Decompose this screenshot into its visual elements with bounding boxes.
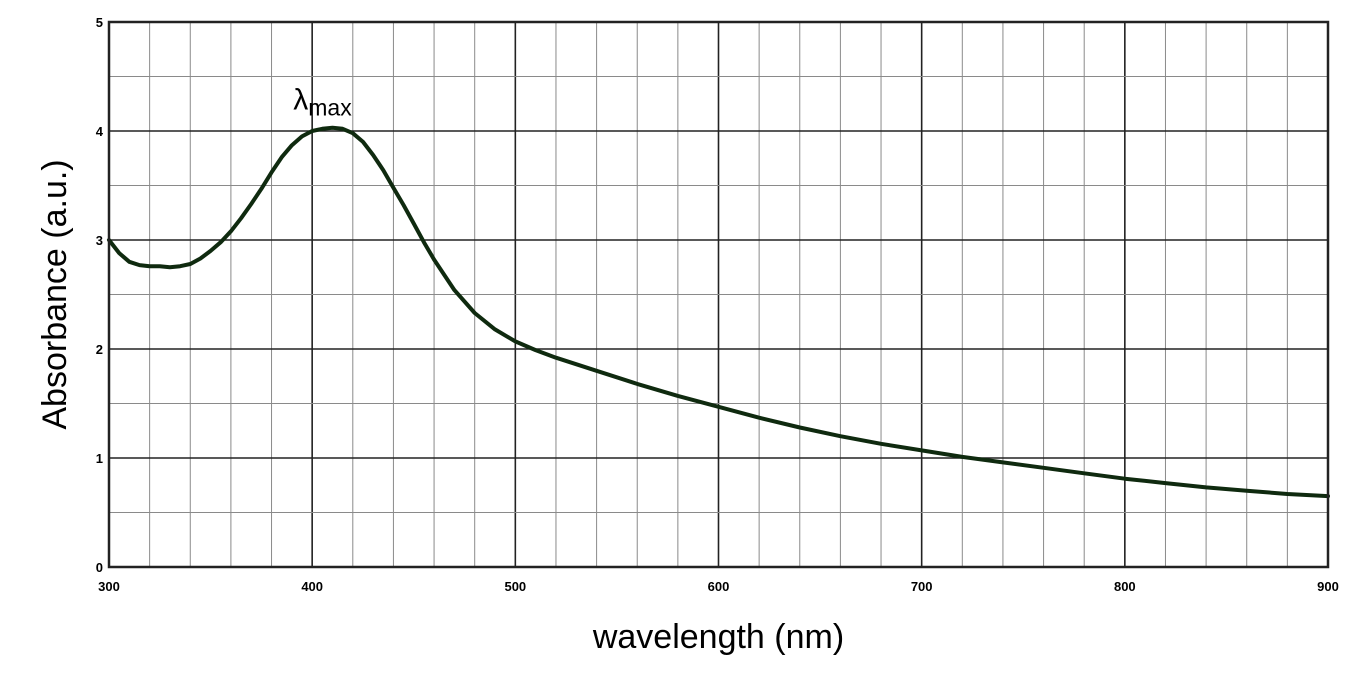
y-tick-label: 2: [96, 342, 103, 357]
x-tick-label: 400: [301, 579, 323, 594]
absorbance-series-line: [107, 125, 1330, 499]
lambda-max-annotation: λmax: [293, 84, 352, 121]
series-layer: [107, 125, 1330, 499]
y-tick-label: 5: [96, 15, 103, 30]
x-tick-label: 600: [708, 579, 730, 594]
grid: [108, 21, 1329, 568]
x-tick-label: 900: [1317, 579, 1339, 594]
y-tick-label: 3: [96, 233, 103, 248]
x-tick-label: 300: [98, 579, 120, 594]
y-axis-title: Absorbance (a.u.): [36, 159, 74, 429]
y-tick-label: 1: [96, 451, 103, 466]
tick-labels: 300 400 500 600 700 800 900 0 1 2 3 4 5: [96, 15, 1339, 594]
y-tick-label: 4: [96, 124, 104, 139]
lambda-symbol: λ: [293, 84, 308, 117]
lambda-subscript: max: [308, 95, 352, 121]
x-tick-label: 800: [1114, 579, 1136, 594]
y-tick-label: 0: [96, 560, 103, 575]
x-tick-label: 500: [504, 579, 526, 594]
plot-frame: [107, 20, 1330, 569]
x-tick-label: 700: [911, 579, 933, 594]
x-axis-title: wavelength (nm): [592, 618, 844, 656]
